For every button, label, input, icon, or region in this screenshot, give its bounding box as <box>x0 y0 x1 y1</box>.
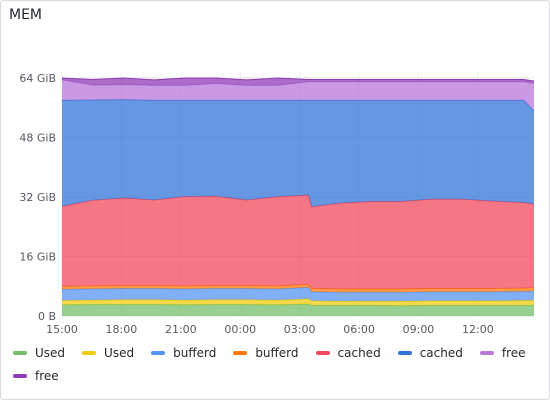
legend-item-7[interactable]: free <box>479 344 526 361</box>
y-tick-label: 64 GiB <box>19 72 56 85</box>
legend-label: cached <box>337 345 381 360</box>
legend-swatch <box>13 350 27 355</box>
legend-swatch <box>315 350 330 355</box>
legend-swatch <box>397 350 412 355</box>
legend-item-4[interactable]: bufferd <box>233 344 299 361</box>
legend-item-3[interactable]: bufferd <box>151 344 216 361</box>
legend-swatch <box>82 350 97 355</box>
x-tick-label: 21:00 <box>165 323 197 336</box>
y-tick-label: 32 GiB <box>19 191 56 204</box>
legend-item-1[interactable]: Used <box>13 344 65 361</box>
series-area-6[interactable] <box>62 99 534 207</box>
series-area-1[interactable] <box>62 304 534 316</box>
legend-label: bufferd <box>255 345 299 360</box>
x-tick-label: 06:00 <box>343 323 375 336</box>
series-area-3[interactable] <box>62 287 534 302</box>
legend-item-6[interactable]: cached <box>397 344 463 361</box>
legend-label: Used <box>35 345 66 360</box>
legend-label: bufferd <box>173 345 217 360</box>
y-tick-label: 0 B <box>38 310 56 323</box>
series-line-8[interactable] <box>61 77 535 82</box>
series-area-5[interactable] <box>62 195 534 289</box>
x-tick-label: 15:00 <box>46 323 78 336</box>
legend-label: free <box>501 345 526 360</box>
mem-stacked-area-chart[interactable]: 0 B 16 GiB 32 GiB 48 GiB 64 GiB 15:00 18:00 21:… <box>1 1 549 341</box>
y-tick-label: 48 GiB <box>19 132 56 145</box>
legend-label: cached <box>419 345 463 360</box>
legend-item-5[interactable]: cached <box>315 344 381 361</box>
legend-swatch <box>13 373 27 378</box>
panel-title: MEM <box>9 7 43 23</box>
series-area-4[interactable] <box>62 284 534 293</box>
series-area-7[interactable] <box>62 79 534 112</box>
y-tick-label: 16 GiB <box>19 251 56 264</box>
x-tick-label: 12:00 <box>462 323 494 336</box>
chart-legend: Used Used bufferd bufferd cached cached free fr… <box>13 344 533 384</box>
legend-label: Used <box>104 345 135 360</box>
legend-label: free <box>35 368 59 383</box>
legend-item-8[interactable]: free <box>13 367 59 384</box>
x-tick-label: 09:00 <box>403 323 435 336</box>
x-tick-label: 03:00 <box>284 323 316 336</box>
x-tick-label: 00:00 <box>224 323 256 336</box>
series-area-2[interactable] <box>62 298 534 306</box>
legend-swatch <box>151 350 166 355</box>
legend-item-2[interactable]: Used <box>82 344 134 361</box>
legend-swatch <box>479 350 494 355</box>
x-tick-label: 18:00 <box>106 323 138 336</box>
legend-swatch <box>233 350 248 355</box>
